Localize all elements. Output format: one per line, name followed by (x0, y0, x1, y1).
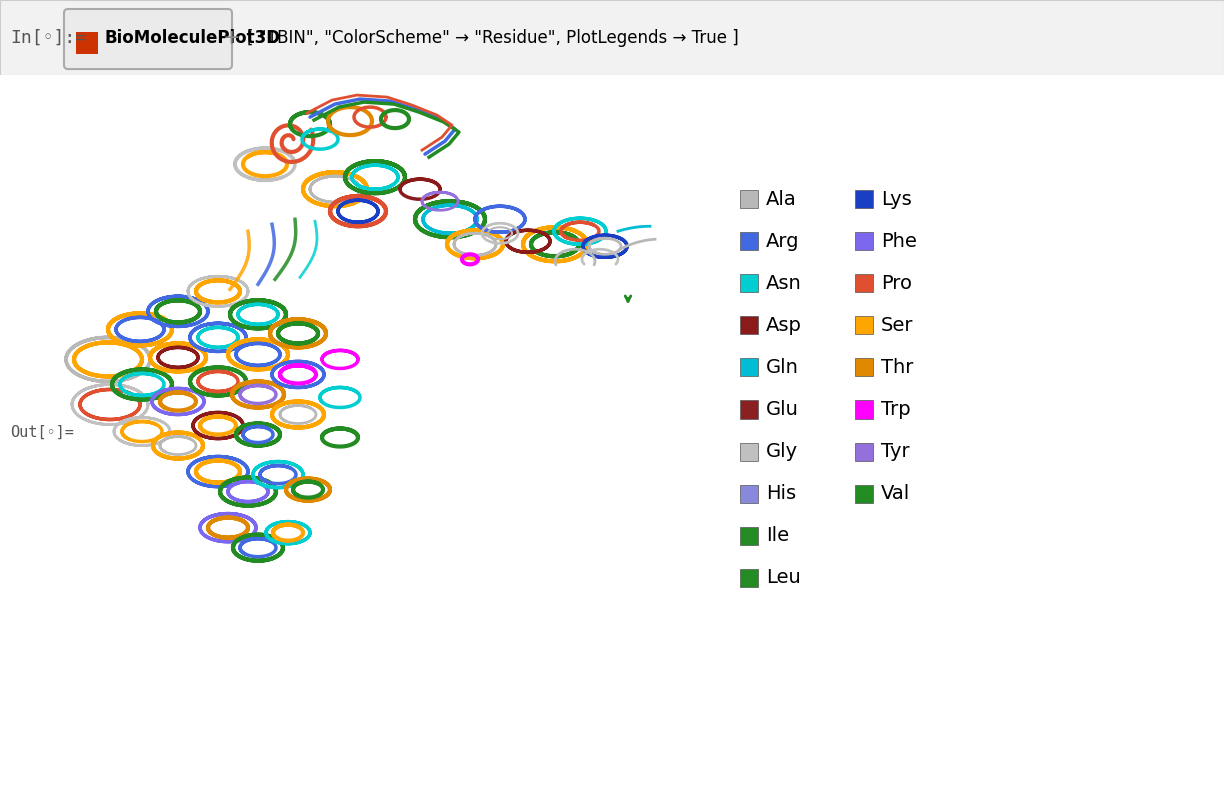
Text: [ "1BIN", "ColorScheme" → "Residue", PlotLegends → True ]: [ "1BIN", "ColorScheme" → "Residue", Plo… (247, 29, 739, 47)
Text: Ala: Ala (766, 190, 797, 209)
Bar (741, 401, 758, 419)
Bar (856, 401, 873, 419)
Text: Val: Val (881, 484, 911, 503)
Text: Ser: Ser (881, 316, 913, 335)
Text: Arg: Arg (766, 231, 799, 250)
Text: Tyr: Tyr (881, 442, 909, 461)
Bar (856, 359, 873, 377)
Bar (741, 527, 758, 544)
Bar (741, 359, 758, 377)
Text: Pro: Pro (881, 274, 912, 293)
Text: Thr: Thr (881, 358, 913, 377)
Bar (741, 274, 758, 292)
Text: Out[◦]=: Out[◦]= (10, 425, 73, 440)
Bar (856, 316, 873, 334)
Bar (741, 190, 758, 209)
Text: Glu: Glu (766, 400, 799, 419)
Text: In[◦]:=: In[◦]:= (10, 29, 86, 47)
Bar (856, 274, 873, 292)
Text: Phe: Phe (881, 231, 917, 250)
FancyBboxPatch shape (64, 9, 233, 69)
Text: Leu: Leu (766, 568, 800, 587)
Text: Lys: Lys (881, 190, 912, 209)
Text: Gln: Gln (766, 358, 799, 377)
Text: +: + (223, 28, 241, 48)
Text: His: His (766, 484, 796, 503)
Text: BioMoleculePlot3D: BioMoleculePlot3D (104, 29, 280, 47)
Bar (741, 569, 758, 587)
Bar (856, 190, 873, 209)
Bar (856, 232, 873, 250)
Bar (741, 442, 758, 461)
Bar (76, 32, 98, 54)
Bar (741, 232, 758, 250)
Text: Asn: Asn (766, 274, 802, 293)
Bar (856, 442, 873, 461)
Bar (741, 316, 758, 334)
Bar (741, 484, 758, 502)
Bar (856, 484, 873, 502)
Text: Ile: Ile (766, 526, 789, 545)
Text: Gly: Gly (766, 442, 798, 461)
Text: Asp: Asp (766, 316, 802, 335)
Text: Trp: Trp (881, 400, 911, 419)
